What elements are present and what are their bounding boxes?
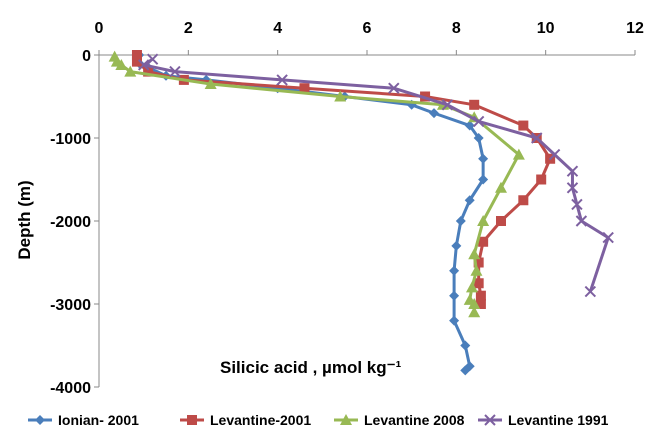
data-point xyxy=(548,148,561,161)
x-tick-label: 2 xyxy=(184,20,193,37)
data-point xyxy=(475,290,486,301)
data-point xyxy=(536,174,547,185)
data-point xyxy=(518,120,529,131)
legend: Ionian- 2001 Levantine-2001 Levantine 2008… xyxy=(28,412,609,428)
legend-item-4: Levantine 1991 xyxy=(478,412,609,428)
x-tick-label: 6 xyxy=(363,20,372,37)
series-4 xyxy=(137,53,614,298)
data-point xyxy=(468,248,481,260)
data-point xyxy=(531,132,543,144)
data-point xyxy=(449,290,460,301)
series-2 xyxy=(131,50,556,309)
legend-marker xyxy=(35,415,45,425)
data-point xyxy=(472,115,485,128)
data-point xyxy=(276,74,288,86)
data-point xyxy=(566,165,579,177)
data-point xyxy=(473,278,484,289)
y-axis-title-group: Depth (m) xyxy=(15,180,34,259)
x-tick-label: 12 xyxy=(626,20,644,37)
data-point xyxy=(575,215,588,227)
ticks: 0 2 4 6 8 10 12 0 -1000 -2000 -3000 -4000 xyxy=(50,20,644,397)
data-point xyxy=(455,216,466,226)
legend-label: Levantine-2001 xyxy=(210,412,311,428)
x-tick-label: 0 xyxy=(95,20,104,37)
data-point xyxy=(169,65,181,78)
series-line xyxy=(113,56,521,313)
legend-label: Levantine 1991 xyxy=(508,412,609,428)
legend-label: Levantine 2008 xyxy=(364,412,465,428)
data-point xyxy=(512,148,525,160)
axes xyxy=(98,54,635,387)
data-point xyxy=(584,285,597,298)
data-point xyxy=(473,133,484,143)
legend-marker xyxy=(187,415,197,425)
data-point xyxy=(468,298,481,309)
data-point xyxy=(602,231,614,244)
legend-marker xyxy=(340,414,352,425)
data-point xyxy=(571,198,583,211)
data-point xyxy=(388,82,400,94)
data-point xyxy=(429,108,439,119)
x-axis-title: Silicic acid , µmol kg⁻¹ xyxy=(220,358,402,377)
x-tick-label: 8 xyxy=(452,20,461,37)
legend-item-2: Levantine-2001 xyxy=(180,412,311,428)
legend-label: Ionian- 2001 xyxy=(58,412,139,428)
data-point xyxy=(475,299,486,309)
data-point xyxy=(468,306,481,318)
legend-item-1: Ionian- 2001 xyxy=(28,412,139,428)
x-tick-label: 4 xyxy=(273,20,282,37)
data-point xyxy=(334,90,347,102)
data-point xyxy=(518,195,529,206)
y-tick-label: -2000 xyxy=(50,214,91,231)
data-point xyxy=(449,315,460,326)
y-tick-label: -4000 xyxy=(50,380,91,397)
data-point xyxy=(115,58,128,70)
data-point xyxy=(124,65,137,77)
data-point xyxy=(299,83,310,94)
data-point xyxy=(473,257,484,268)
y-tick-label: -3000 xyxy=(50,297,91,314)
data-point xyxy=(478,174,489,185)
data-point xyxy=(469,99,480,110)
data-point xyxy=(478,236,489,247)
y-axis-title: Depth (m) xyxy=(15,180,34,259)
data-point xyxy=(143,66,154,77)
data-point xyxy=(449,265,460,276)
data-point xyxy=(464,195,475,206)
data-point xyxy=(460,340,471,351)
data-point xyxy=(465,281,478,293)
data-point xyxy=(566,182,579,194)
data-point xyxy=(451,240,462,251)
legend-item-3: Levantine 2008 xyxy=(334,412,465,428)
data-point xyxy=(464,120,475,131)
series-line xyxy=(135,55,552,304)
series-3 xyxy=(108,50,525,318)
data-point xyxy=(460,365,471,376)
series-line xyxy=(137,55,485,372)
data-point xyxy=(478,153,489,164)
data-point xyxy=(204,78,217,90)
data-point xyxy=(131,50,142,60)
y-tick-label: 0 xyxy=(82,48,91,65)
data-point xyxy=(470,264,483,276)
data-point xyxy=(441,99,454,111)
data-point xyxy=(496,216,506,226)
data-point xyxy=(131,56,142,67)
data-point xyxy=(146,53,159,65)
legend-marker xyxy=(484,414,496,426)
x-tick-label: 10 xyxy=(537,20,555,37)
series-layer xyxy=(108,50,614,376)
y-tick-label: -1000 xyxy=(50,131,91,148)
data-point xyxy=(495,181,507,193)
data-point xyxy=(137,59,150,71)
data-point xyxy=(477,215,490,226)
